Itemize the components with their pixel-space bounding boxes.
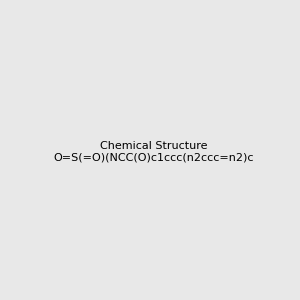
Text: Chemical Structure
O=S(=O)(NCC(O)c1ccc(n2ccc=n2)c: Chemical Structure O=S(=O)(NCC(O)c1ccc(n… [53,141,254,162]
